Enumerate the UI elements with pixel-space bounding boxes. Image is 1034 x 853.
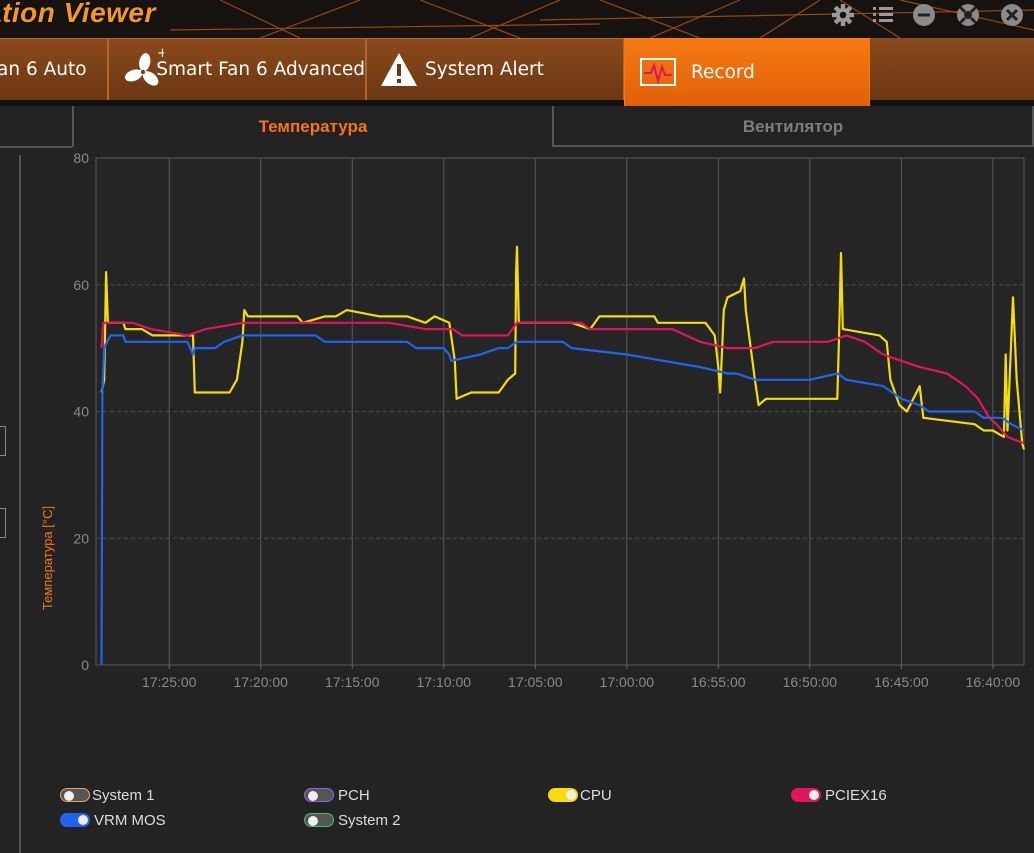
toggle-switch[interactable] — [548, 788, 578, 802]
legend-label: System 1 — [92, 786, 155, 804]
chart-grid — [96, 158, 1024, 669]
fan-icon: + — [124, 46, 164, 86]
sub-tab-bar: Температура Вентилятор — [0, 106, 1034, 148]
x-tick-label: 16:40:00 — [966, 674, 1021, 690]
toggle-switch[interactable] — [60, 788, 90, 802]
y-tick-label: 60 — [73, 277, 89, 293]
tab-bar-filler — [881, 38, 1034, 100]
minimize-icon — [913, 4, 935, 26]
x-tick-label: 17:25:00 — [142, 674, 197, 690]
left-panel-field[interactable] — [0, 508, 6, 538]
warning-icon — [381, 52, 417, 86]
tab-label: Record — [691, 62, 755, 83]
left-panel-field[interactable] — [0, 426, 6, 456]
tab-smart-fan-auto[interactable]: an 6 Auto — [0, 38, 108, 100]
tab-label: Smart Fan 6 Advanced — [156, 59, 365, 80]
sub-tab-divider — [1032, 106, 1034, 147]
tab-label: an 6 Auto — [0, 59, 87, 80]
y-tick-label: 0 — [81, 657, 89, 673]
legend-item-system1[interactable]: System 1 — [60, 786, 155, 804]
series-line-vrm-mos — [100, 334, 1025, 666]
sub-tab-divider — [72, 106, 74, 147]
pulse-icon — [640, 57, 676, 86]
main-tab-bar: an 6 Auto + Smart Fan 6 Advanced System … — [0, 38, 1034, 106]
x-axis-ticks: 17:25:00 17:20:00 17:15:00 17:10:00 17:05:00… — [142, 674, 1020, 690]
y-axis-ticks: 0 20 40 60 80 — [73, 150, 89, 673]
app-title: ation Viewer — [0, 0, 156, 28]
x-tick-label: 16:45:00 — [874, 674, 929, 690]
help-icon — [957, 4, 979, 26]
help-button[interactable] — [955, 2, 981, 28]
tab-label: System Alert — [425, 59, 544, 80]
legend-label: CPU — [580, 786, 612, 804]
toggle-switch[interactable] — [60, 813, 90, 827]
legend-label: PCH — [338, 786, 370, 804]
chart-series — [100, 245, 1026, 666]
x-tick-label: 17:00:00 — [600, 674, 655, 690]
x-tick-label: 16:55:00 — [691, 674, 746, 690]
y-tick-label: 40 — [73, 404, 89, 420]
subtab-fan[interactable]: Вентилятор — [554, 106, 1032, 147]
x-tick-label: 17:20:00 — [233, 674, 288, 690]
y-tick-label: 20 — [73, 530, 89, 546]
sub-tab-left-spacer — [0, 106, 72, 148]
settings-button[interactable] — [830, 2, 856, 28]
toggle-switch[interactable] — [304, 788, 334, 802]
legend-label: VRM MOS — [94, 811, 166, 829]
legend-item-cpu[interactable]: CPU — [548, 786, 612, 804]
list-icon — [873, 7, 893, 22]
series-line-pciex16 — [100, 321, 1025, 445]
tab-system-alert[interactable]: System Alert — [366, 38, 624, 100]
series-line-cpu — [100, 245, 1026, 450]
close-button[interactable] — [999, 2, 1025, 28]
x-tick-label: 16:50:00 — [783, 674, 838, 690]
tab-record[interactable]: Record — [624, 38, 870, 106]
svg-text:+: + — [157, 46, 164, 61]
x-tick-label: 17:15:00 — [325, 674, 380, 690]
legend-label: PCIEX16 — [825, 786, 887, 804]
legend-item-pch[interactable]: PCH — [304, 786, 370, 804]
toggle-switch[interactable] — [791, 788, 821, 802]
tab-smart-fan-advanced[interactable]: + Smart Fan 6 Advanced — [108, 38, 366, 100]
legend-item-pciex16[interactable]: PCIEX16 — [791, 786, 887, 804]
close-icon — [1001, 4, 1023, 26]
gear-icon — [832, 4, 854, 26]
temperature-chart: 0 20 40 60 80 17:25:00 17:20:00 17:15:00 17:10:… — [40, 150, 1026, 690]
legend-item-system2[interactable]: System 2 — [304, 811, 401, 829]
y-axis-label: Температура [°C] — [40, 506, 55, 610]
y-tick-label: 80 — [73, 150, 89, 166]
minimize-button[interactable] — [911, 2, 937, 28]
x-tick-label: 17:05:00 — [508, 674, 563, 690]
legend-item-vrm-mos[interactable]: VRM MOS — [60, 811, 166, 829]
sub-tab-divider — [552, 106, 554, 147]
subtab-temperature[interactable]: Температура — [258, 117, 368, 136]
menu-button[interactable] — [870, 2, 896, 28]
x-tick-label: 17:10:00 — [417, 674, 472, 690]
left-panel-border — [19, 155, 21, 853]
toggle-switch[interactable] — [304, 813, 334, 827]
title-bar: ation Viewer — [0, 0, 1034, 38]
legend-label: System 2 — [338, 811, 401, 829]
